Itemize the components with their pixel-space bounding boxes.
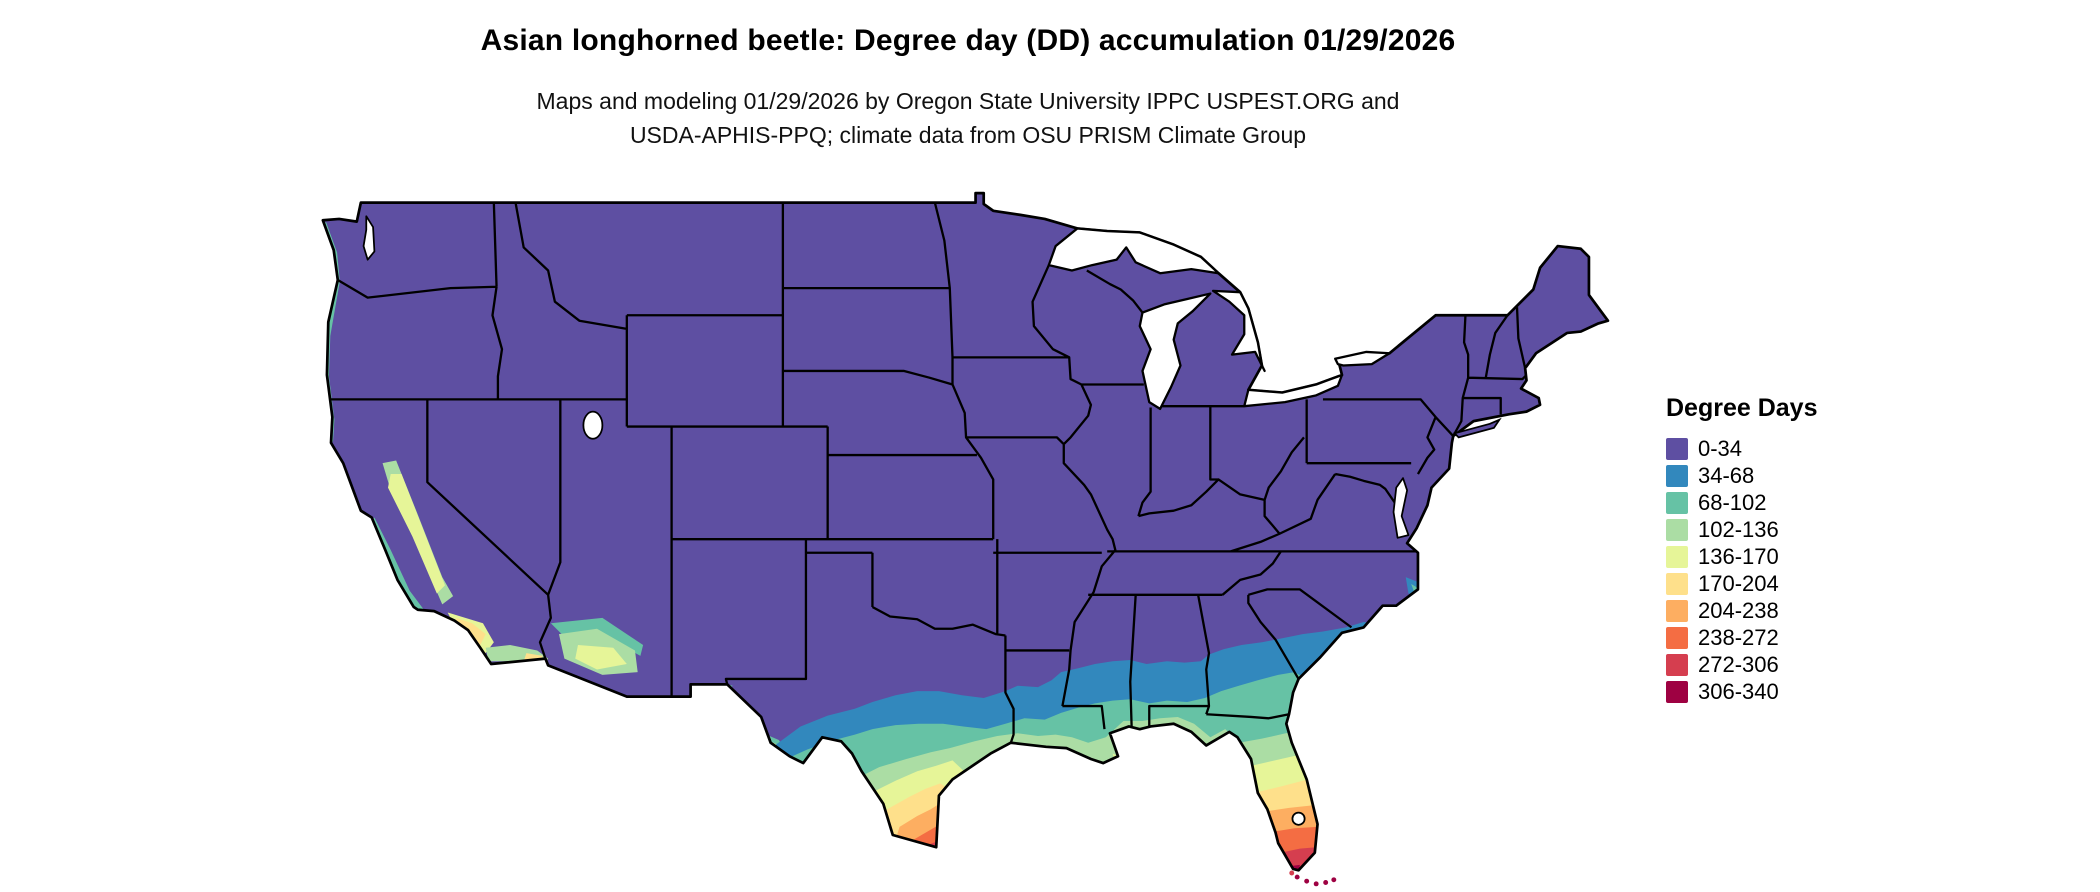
great-salt-lake [582, 410, 604, 440]
legend-title: Degree Days [1666, 394, 1818, 422]
legend-item: 0-34 [1666, 435, 1886, 462]
keys-dot [1313, 881, 1319, 887]
puget-sound [362, 215, 376, 261]
keys-dot [1323, 880, 1329, 885]
keys-dot [1289, 870, 1295, 876]
legend-swatch [1666, 464, 1688, 487]
lake-superior [1047, 227, 1220, 275]
lake-erie [1243, 373, 1344, 408]
legend-item: 68-102 [1666, 489, 1886, 516]
legend-swatch [1666, 653, 1688, 676]
long-island [1452, 417, 1502, 439]
az-68-102 [550, 617, 644, 656]
legend-swatch [1666, 437, 1688, 460]
subtitle-line-2: USDA-APHIS-PPQ; climate data from OSU PR… [629, 122, 1307, 148]
legend-item: 204-238 [1666, 597, 1886, 624]
legend-swatch [1666, 626, 1688, 649]
us-outline [321, 191, 1610, 872]
chesapeake-bay [1392, 477, 1410, 539]
legend-item: 306-340 [1666, 678, 1886, 705]
lake-okeechobee [1291, 811, 1306, 826]
keys-dot [1304, 878, 1310, 884]
legend-label: 136-170 [1698, 543, 1779, 569]
legend-label: 170-204 [1698, 570, 1779, 596]
legend-item: 272-306 [1666, 651, 1886, 678]
legend-label: 0-34 [1698, 435, 1743, 461]
legend-swatch [1666, 572, 1688, 595]
state-borders [329, 202, 1529, 744]
legend-swatch [1666, 680, 1688, 703]
florida-keys [1289, 870, 1337, 887]
socal-170-204 [455, 617, 486, 646]
legend-swatch [1666, 491, 1688, 514]
lake-ontario [1334, 350, 1391, 367]
degree-days-legend: Degree Days 0-34 34-68 68-102 102-136 13… [1666, 394, 1886, 705]
central-valley-136-170 [387, 474, 445, 594]
legend-swatch [1666, 518, 1688, 541]
legend-item: 170-204 [1666, 570, 1886, 597]
lake-michigan [1138, 292, 1212, 411]
us-degree-day-map [312, 186, 1612, 891]
legend-label: 238-272 [1698, 624, 1779, 650]
keys-dot [1294, 874, 1300, 880]
legend-label: 68-102 [1698, 489, 1767, 515]
keys-dot [1331, 877, 1337, 883]
legend-swatch [1666, 599, 1688, 622]
legend-swatch [1666, 545, 1688, 568]
lake-huron [1211, 289, 1266, 373]
legend-label: 34-68 [1698, 462, 1755, 488]
legend-item: 136-170 [1666, 543, 1886, 570]
great-lakes [362, 215, 1410, 826]
map-subtitle: Maps and modeling 01/29/2026 by Oregon S… [0, 84, 1936, 152]
az-136-170 [575, 645, 627, 670]
legend-item: 238-272 [1666, 624, 1886, 651]
legend-item: 34-68 [1666, 462, 1886, 489]
legend-item: 102-136 [1666, 516, 1886, 543]
legend-label: 306-340 [1698, 678, 1779, 704]
state-border-lines [329, 202, 1529, 744]
subtitle-line-1: Maps and modeling 01/29/2026 by Oregon S… [536, 88, 1400, 114]
legend-label: 102-136 [1698, 516, 1779, 542]
us-map-svg [321, 191, 1610, 887]
legend-label: 272-306 [1698, 651, 1779, 677]
map-title: Asian longhorned beetle: Degree day (DD)… [480, 24, 1456, 57]
legend-label: 204-238 [1698, 597, 1779, 623]
